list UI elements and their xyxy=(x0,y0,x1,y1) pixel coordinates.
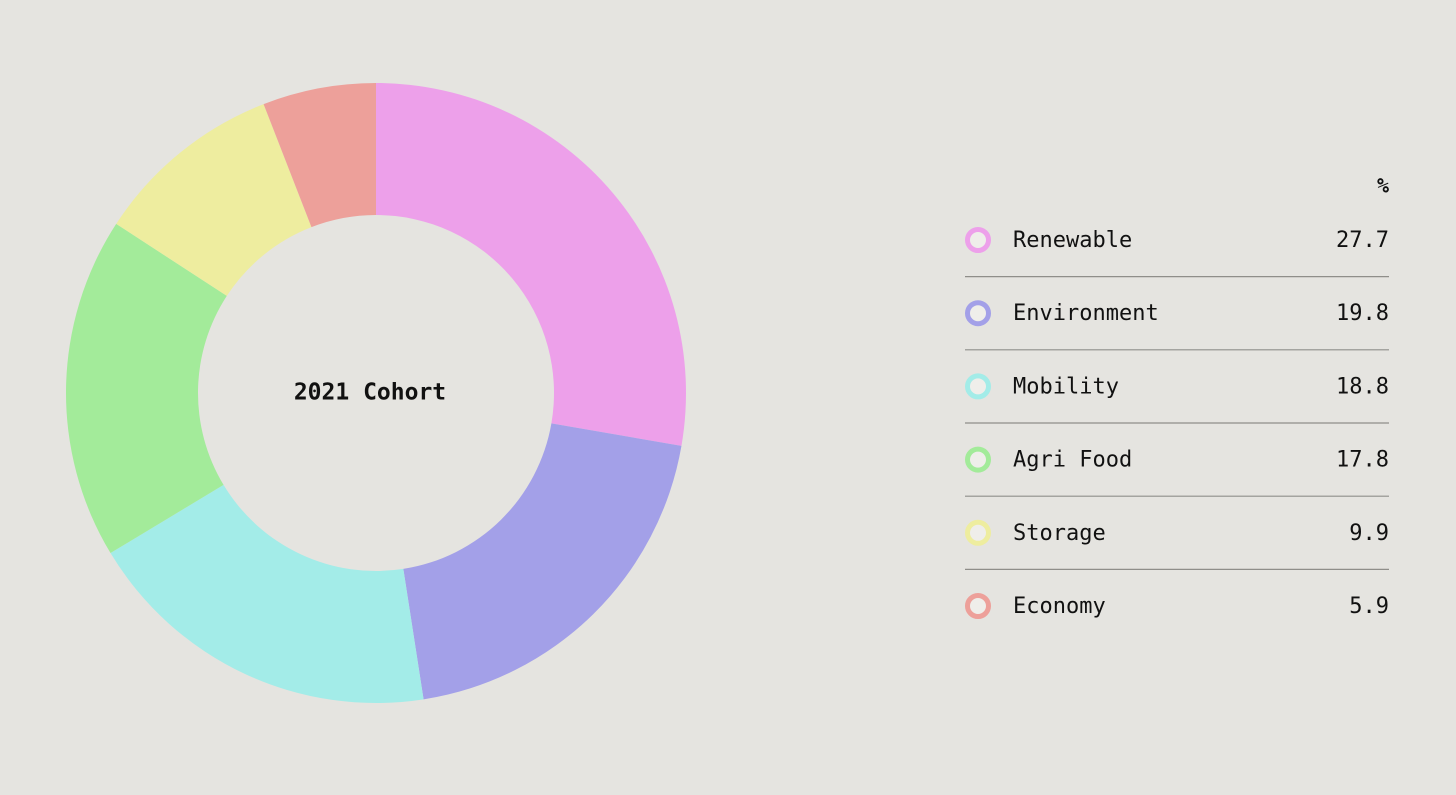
slice xyxy=(116,104,312,296)
legend-swatch xyxy=(965,519,991,546)
slice xyxy=(376,83,687,446)
legend-value: 18.8 xyxy=(1336,374,1389,399)
legend-label: Renewable xyxy=(1013,228,1132,253)
slice xyxy=(110,484,424,703)
legend-label: Storage xyxy=(1013,521,1106,546)
legend-swatch xyxy=(965,593,991,619)
legend-label: Agri Food xyxy=(1013,448,1132,473)
chart-title: 2021 Cohort xyxy=(294,380,446,406)
legend-swatch xyxy=(965,300,991,327)
slice xyxy=(403,423,682,700)
legend-value: 17.8 xyxy=(1336,448,1389,473)
legend-label: Economy xyxy=(1013,594,1106,619)
legend-value: 5.9 xyxy=(1349,594,1389,619)
legend-swatch xyxy=(965,373,991,400)
legend-label: Mobility xyxy=(1013,374,1119,399)
legend-value: 19.8 xyxy=(1336,301,1389,326)
slice xyxy=(66,223,227,554)
legend-label: Environment xyxy=(1013,301,1159,326)
legend-swatch xyxy=(965,446,991,473)
legend-value: 27.7 xyxy=(1336,228,1389,253)
value-header: % xyxy=(1377,174,1389,198)
legend-swatch xyxy=(965,227,991,253)
legend-value: 9.9 xyxy=(1349,521,1389,546)
slice xyxy=(263,83,376,228)
